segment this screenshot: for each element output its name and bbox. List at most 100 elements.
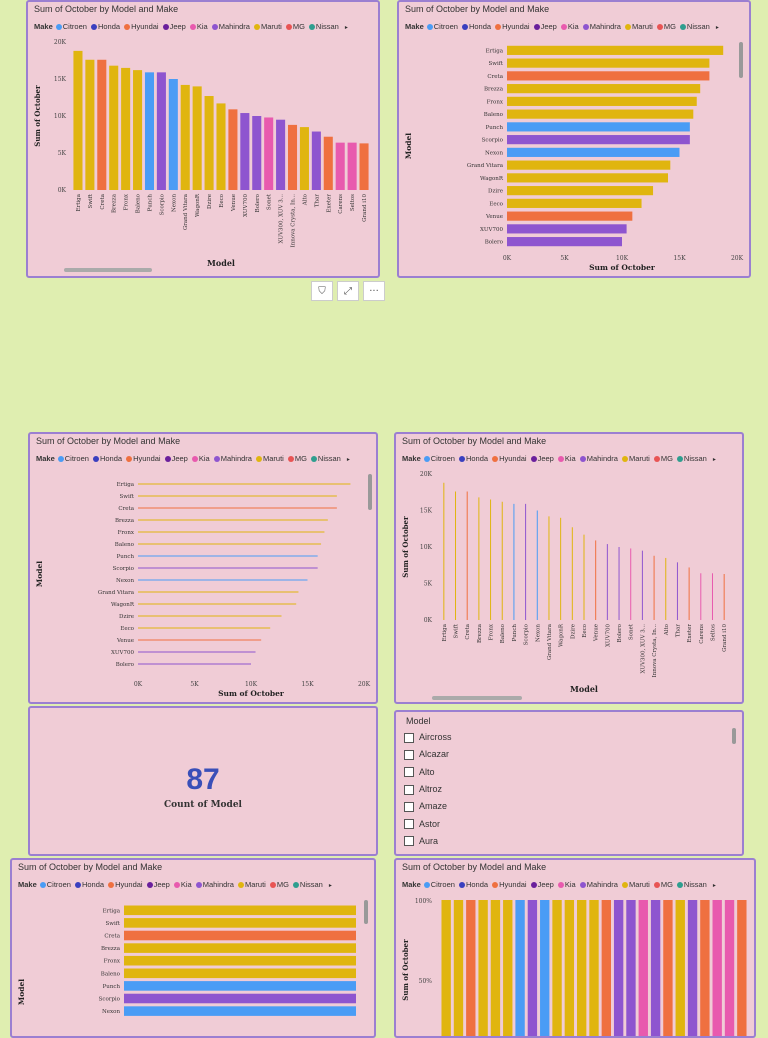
legend-item[interactable]: Kia [189,22,208,31]
bar[interactable] [124,943,356,953]
bar[interactable] [503,900,513,1038]
bar[interactable] [311,131,321,190]
bar[interactable] [507,186,654,196]
legend-next-icon[interactable]: ▸ [715,25,719,31]
legend-item[interactable]: Mahindra [211,22,250,31]
legend-item[interactable]: Hyundai [495,22,530,31]
checkbox[interactable] [404,749,414,760]
legend-item[interactable]: Mahindra [582,22,621,31]
legend-item[interactable]: Nissan [310,454,341,463]
bar[interactable] [507,135,690,145]
bar[interactable] [204,96,214,190]
more-options-icon[interactable]: ··· [363,281,385,301]
bar[interactable] [540,900,550,1038]
checkbox[interactable] [404,801,414,812]
chart-panel-horizontal-bars[interactable]: Sum of October by Model and Make Make Cit… [397,0,751,278]
bar[interactable] [507,173,668,183]
bar[interactable] [192,86,202,190]
bar[interactable] [712,900,722,1038]
checkbox[interactable] [404,836,414,847]
bar[interactable] [168,79,178,190]
bar[interactable] [359,143,369,190]
bar[interactable] [124,968,356,979]
legend-item[interactable]: Nissan [308,22,339,31]
checkbox[interactable] [404,732,414,743]
bar[interactable] [490,900,501,1038]
bar[interactable] [507,71,710,81]
legend-item[interactable]: Jeep [530,454,554,463]
bar[interactable] [466,900,476,1038]
legend-item[interactable]: Maruti [255,454,284,463]
legend-item[interactable]: Honda [90,22,120,31]
legend-item[interactable]: Mahindra [579,880,618,889]
scrollbar-thumb[interactable] [64,268,152,272]
legend-item[interactable]: Maruti [237,880,266,889]
bar[interactable] [124,918,356,928]
slicer-scrollbar[interactable] [732,728,736,744]
checkbox[interactable] [404,784,414,795]
bar[interactable] [724,900,735,1038]
legend-item[interactable]: Mahindra [213,454,252,463]
legend-item[interactable]: Honda [461,22,491,31]
scrollbar-thumb[interactable] [432,696,522,700]
legend-item[interactable]: Honda [92,454,122,463]
bar[interactable] [515,900,525,1038]
legend-item[interactable]: MG [269,880,289,889]
slicer-item[interactable]: Alto [404,767,435,778]
legend-item[interactable]: Maruti [621,880,650,889]
bar[interactable] [663,900,673,1038]
chart-panel-vertical-100[interactable]: Sum of October by Model and Make Make Cit… [394,858,756,1038]
slicer-item[interactable]: Altroz [404,784,442,795]
bar[interactable] [299,127,309,190]
bar[interactable] [737,900,747,1038]
bar[interactable] [124,955,356,966]
legend-item[interactable]: Hyundai [492,880,527,889]
chart-panel-vertical-bars[interactable]: Sum of October by Model and Make Make Cit… [26,0,380,278]
bar[interactable] [507,160,671,170]
legend-item[interactable]: Citroen [39,880,71,889]
bar[interactable] [133,70,143,190]
bar[interactable] [564,900,575,1038]
legend-item[interactable]: Kia [557,880,576,889]
legend-item[interactable]: Hyundai [108,880,143,889]
bar[interactable] [453,900,464,1038]
bar[interactable] [601,900,612,1038]
count-card[interactable]: 87 Count of Model [28,706,378,856]
legend-item[interactable]: Kia [173,880,192,889]
scrollbar-thumb[interactable] [739,42,743,78]
slicer-item[interactable]: Aura [404,836,438,847]
legend-item[interactable]: Citroen [423,880,455,889]
slicer-item[interactable]: Alcazar [404,749,449,760]
legend-item[interactable]: Kia [560,22,579,31]
bar[interactable] [507,224,627,234]
bar[interactable] [441,900,451,1038]
checkbox[interactable] [404,819,414,830]
legend-item[interactable]: Honda [458,880,488,889]
bar[interactable] [613,900,624,1038]
legend-item[interactable]: Citroen [426,22,458,31]
legend-item[interactable]: Jeep [533,22,557,31]
bar[interactable] [124,993,356,1004]
legend-item[interactable]: Kia [191,454,210,463]
bar[interactable] [335,142,345,190]
legend-item[interactable]: MG [285,22,305,31]
legend-next-icon[interactable]: ▸ [344,25,348,31]
legend-item[interactable]: Nissan [292,880,323,889]
legend-next-icon[interactable]: ▸ [712,457,716,463]
bar[interactable] [97,59,107,191]
bar[interactable] [687,900,698,1038]
legend-item[interactable]: Mahindra [579,454,618,463]
slicer-item[interactable]: Astor [404,819,440,830]
legend-item[interactable]: Nissan [679,22,710,31]
slicer-item[interactable]: Amaze [404,801,447,812]
bar[interactable] [252,116,262,190]
legend-item[interactable]: Kia [557,454,576,463]
chart-panel-vertical-lines[interactable]: Sum of October by Model and Make Make Cit… [394,432,744,704]
legend-item[interactable]: Honda [458,454,488,463]
legend-item[interactable]: Jeep [164,454,188,463]
legend-item[interactable]: Maruti [624,22,653,31]
bar[interactable] [264,117,274,190]
bar[interactable] [507,84,701,94]
legend-item[interactable]: Hyundai [492,454,527,463]
legend-item[interactable]: MG [287,454,307,463]
